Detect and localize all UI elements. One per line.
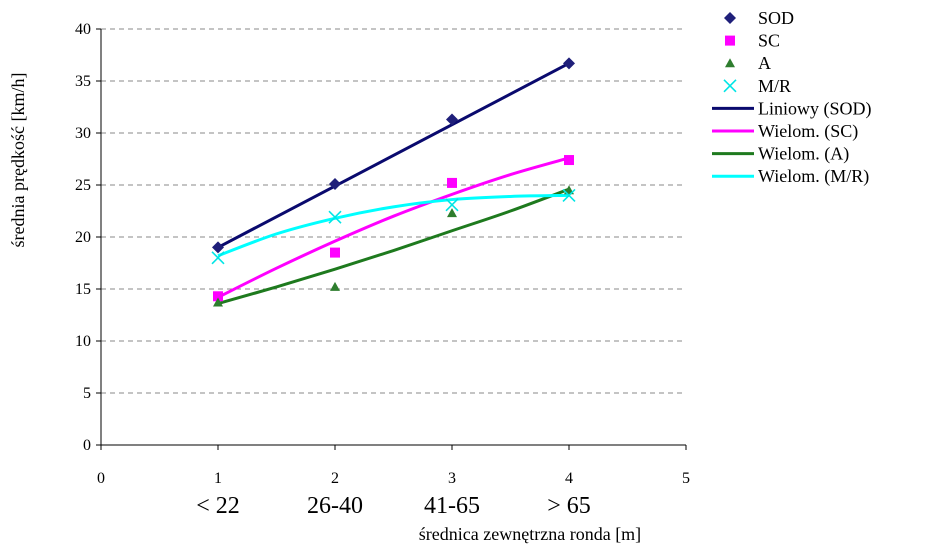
data-point-sc <box>213 291 223 302</box>
data-point-m-r <box>328 210 342 224</box>
legend-label: Liniowy (SOD) <box>758 98 872 119</box>
y-tick-label: 40 <box>75 21 91 38</box>
y-tick-label: 5 <box>83 385 91 402</box>
legend-marker <box>725 35 735 46</box>
data-point-a <box>330 281 340 291</box>
y-tick-label: 15 <box>75 281 91 298</box>
data-point-m-r-stroke <box>445 198 459 212</box>
y-axis-title: średnia prędkość [km/h] <box>8 73 28 248</box>
data-point-sc <box>447 177 457 188</box>
y-tick-label: 10 <box>75 333 91 350</box>
legend-label: Wielom. (SC) <box>758 121 858 142</box>
legend-label: Wielom. (M/R) <box>758 166 869 187</box>
data-point-sod <box>563 57 575 70</box>
legend-label: SC <box>758 31 780 51</box>
x-tick-label: 3 <box>448 470 456 487</box>
data-point-sc <box>564 155 574 166</box>
data-point-sod <box>212 241 224 254</box>
data-point-sod <box>329 177 341 190</box>
x-axis-title: średnica zewnętrzna ronda [m] <box>419 524 641 544</box>
trendline <box>217 187 570 306</box>
legend-marker-stroke <box>723 79 737 93</box>
legend-label: M/R <box>758 76 791 96</box>
x-tick-label: 1 <box>214 470 222 487</box>
legend-label: SOD <box>758 8 794 28</box>
legend-label: A <box>758 53 771 73</box>
legend-marker <box>724 12 736 24</box>
data-point-sod <box>446 113 458 126</box>
y-tick-label: 30 <box>75 125 91 142</box>
trendline <box>217 193 570 258</box>
data-points <box>211 57 576 307</box>
legend-marker <box>723 79 737 93</box>
category-label: 41-65 <box>424 493 480 519</box>
y-tick-label: 0 <box>83 437 91 454</box>
x-tick-label: 2 <box>331 470 339 487</box>
legend-label: Wielom. (A) <box>758 144 849 165</box>
data-point-m-r-stroke <box>211 251 225 265</box>
ticks: 0 5 10 15 20 25 30 35 40 0 1 2 3 4 5 <box>75 21 690 487</box>
data-point-m-r-stroke <box>328 210 342 224</box>
data-point-m-r <box>562 188 576 202</box>
y-tick-label: 20 <box>75 229 91 246</box>
category-labels: < 22 26-40 41-65 > 65 <box>196 493 591 519</box>
x-tick-label: 4 <box>565 470 573 487</box>
category-label: > 65 <box>547 493 591 519</box>
category-label: 26-40 <box>307 493 363 519</box>
data-point-m-r <box>211 251 225 265</box>
y-tick-label: 25 <box>75 177 91 194</box>
data-point-m-r-stroke <box>562 188 576 202</box>
grid-lines <box>101 28 686 394</box>
data-point-sc <box>330 247 340 258</box>
trendline <box>217 61 570 249</box>
legend-marker <box>725 58 735 68</box>
data-point-m-r <box>445 198 459 212</box>
x-tick-label: 5 <box>682 470 690 487</box>
y-tick-label: 35 <box>75 73 91 90</box>
trendline <box>217 156 570 299</box>
data-point-a <box>447 208 457 218</box>
category-label: < 22 <box>196 493 240 519</box>
trendlines <box>217 61 570 306</box>
x-tick-label: 0 <box>97 470 105 487</box>
data-point-a <box>213 297 223 307</box>
